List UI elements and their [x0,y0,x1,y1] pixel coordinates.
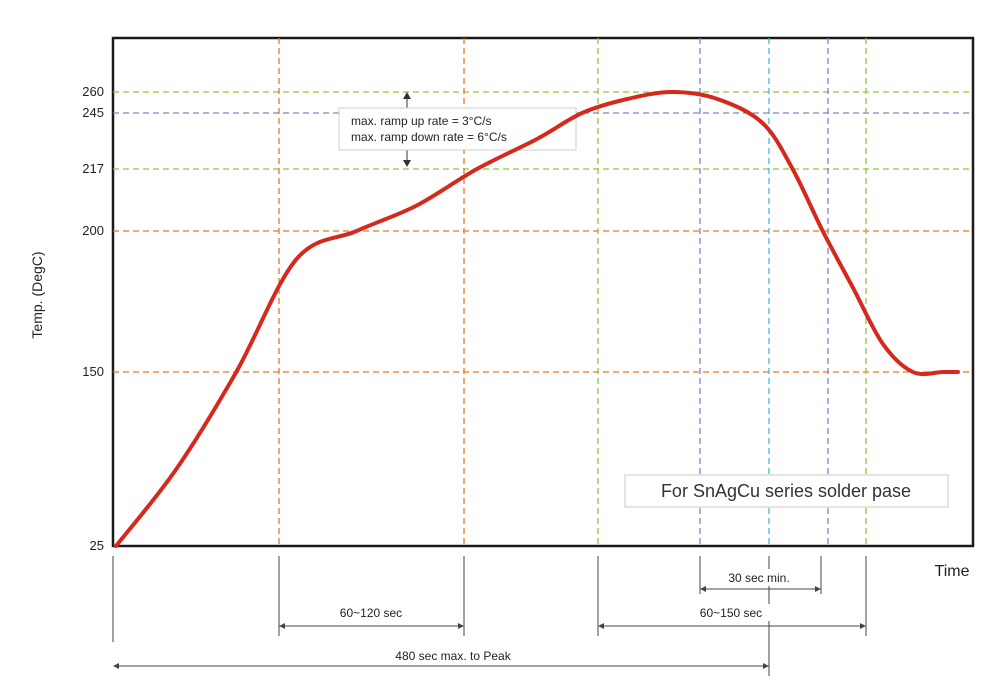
ramp-arrow-down-icon [403,160,411,167]
y-axis-label: Temp. (DegC) [29,251,45,338]
y-tick-150: 150 [82,364,104,379]
interval-60-150-label-bg [685,604,777,621]
y-tick-25: 25 [90,538,104,553]
interval-30sec-label-bg [716,569,802,586]
interval-480-arrow-left [113,663,119,669]
ramp-arrow-up-icon [403,92,411,99]
interval-480-label: 480 sec max. to Peak [395,649,511,663]
interval-30sec-arrow-right [815,586,821,592]
x-axis-label: Time [935,563,970,580]
ramp-down-text: max. ramp down rate = 6°C/s [351,130,507,144]
interval-60-150-arrow-left [598,623,604,629]
y-tick-labels: 260 245 217 200 150 25 [82,84,104,553]
y-tick-200: 200 [82,223,104,238]
temperature-profile-curve [114,90,960,548]
vertical-reference-lines [278,38,867,546]
ramp-rate-note: max. ramp up rate = 3°C/s max. ramp down… [338,92,577,167]
interval-60-120-label: 60~120 sec [340,606,402,620]
interval-30sec-label: 30 sec min. [728,571,789,585]
interval-60-150-label: 60~150 sec [700,606,762,620]
interval-60-150-arrow-right [860,623,866,629]
solder-annotation: For SnAgCu series solder pase [624,474,949,508]
y-tick-245: 245 [82,105,104,120]
interval-dimensions [113,586,866,669]
ramp-up-text: max. ramp up rate = 3°C/s [351,114,492,128]
y-tick-217: 217 [82,161,104,176]
interval-60-120-arrow-left [279,623,285,629]
interval-480-arrow-right [763,663,769,669]
solder-annotation-box [624,474,949,508]
interval-60-120-arrow-right [458,623,464,629]
y-tick-260: 260 [82,84,104,99]
interval-60-120-label-bg [325,604,417,621]
interval-480-label-bg [378,647,528,664]
interval-labels: 30 sec min. 60~120 sec 60~150 sec 480 se… [325,569,802,664]
interval-30sec-arrow-left [700,586,706,592]
ramp-note-box [338,107,577,151]
solder-annotation-text: For SnAgCu series solder pase [661,481,911,501]
